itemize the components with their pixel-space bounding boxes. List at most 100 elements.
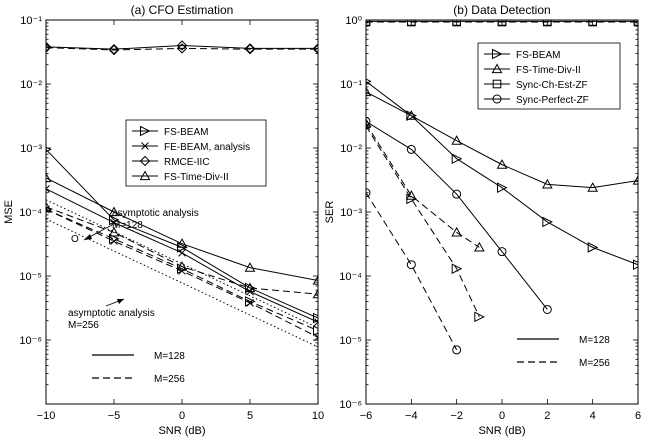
y-tick-label: 10⁻³ <box>340 207 362 219</box>
data-point-sync-ch-est-zf-m-256 <box>588 20 597 27</box>
legend-marker <box>141 142 149 150</box>
data-point-fs-time-div-ii-m-128 <box>541 178 553 189</box>
data-point-rmce-iic-m-256 <box>46 42 52 53</box>
data-point-fs-time-div-ii-m-128 <box>405 110 417 120</box>
x-tick-label: −5 <box>108 410 121 422</box>
data-point-fe-beam-analysis-m-256 <box>314 333 318 342</box>
data-point-fs-time-div-ii-m-256 <box>451 226 463 237</box>
legend-label: FS-Time-Div-II <box>164 172 229 183</box>
series-line-fs-time-div-ii-m-128 <box>366 91 638 189</box>
data-point-fs-beam-m-256 <box>245 296 256 307</box>
legend-label-m256: M=256 <box>579 358 610 369</box>
data-point-fs-time-div-ii-m-128 <box>176 238 188 248</box>
data-point-fs-time-div-ii-m-256 <box>108 226 120 237</box>
data-point-fs-time-div-ii-m-256 <box>244 282 256 293</box>
data-point-sync-perfect-zf-m-128 <box>366 116 371 126</box>
data-point-sync-perfect-zf-m-256 <box>406 260 416 270</box>
series-line-rmce-iic-m-256 <box>46 47 318 51</box>
legend-marker <box>492 79 502 89</box>
x-tick-label: 10 <box>312 410 324 422</box>
data-point-fs-time-div-ii-m-128 <box>496 159 508 169</box>
data-point-fs-time-div-ii-m-256 <box>405 190 417 200</box>
data-point-sync-ch-est-zf-m-256 <box>452 20 461 27</box>
series-line-fs-time-div-ii-m-256 <box>46 206 318 295</box>
x-axis-label: SNR (dB) <box>158 425 205 437</box>
legend-marker <box>139 170 151 181</box>
data-point-fs-time-div-ii-m-128 <box>451 135 463 145</box>
y-tick-label: 10⁻⁵ <box>339 335 362 347</box>
y-axis-label: SER <box>324 201 336 224</box>
data-point-sync-perfect-zf-m-256 <box>366 188 371 198</box>
plot-area <box>46 40 318 348</box>
data-point-rmce-iic-m-256 <box>244 43 256 55</box>
data-point-sync-perfect-zf-m-256 <box>452 345 462 355</box>
y-tick-label: 10⁻⁴ <box>339 271 362 283</box>
panel-b: 10⁻⁶ 10⁻⁵ 10⁻⁴ 10⁻³ 10⁻² 10⁻¹ 10⁰ −6 −4 −2 0 2 4 6 (b)… <box>324 3 641 437</box>
data-point-fs-beam-m-256 <box>313 325 318 336</box>
data-point-fs-time-div-ii-m-128 <box>587 182 599 192</box>
data-point-sync-perfect-zf-m-128 <box>406 144 416 154</box>
data-point-fe-beam-analysis-m-128 <box>46 184 50 193</box>
chart-title: (a) CFO Estimation <box>131 3 234 17</box>
data-point-sync-perfect-zf-m-128 <box>542 304 552 314</box>
data-point-fs-beam-m-128 <box>497 182 508 193</box>
legend-label: FS-Time-Div-II <box>516 65 581 76</box>
annotation-arrowhead <box>117 299 124 304</box>
series-line-sync-perfect-zf-m-128 <box>366 121 548 310</box>
legend-marker <box>491 63 503 74</box>
x-tick-label: 0 <box>179 410 185 422</box>
legend-label-m256: M=256 <box>154 374 185 385</box>
data-point-fs-beam-m-256 <box>451 263 463 275</box>
y-tick-label: 10⁻³ <box>20 143 42 155</box>
x-tick-label: −2 <box>450 410 463 422</box>
data-point-rmce-iic-m-256 <box>176 43 188 54</box>
x-tick-label: −10 <box>37 410 56 422</box>
legend-label-m128: M=128 <box>579 335 610 346</box>
data-point-fs-time-div-ii-m-128 <box>366 86 372 97</box>
data-point-sync-perfect-zf-m-128 <box>497 247 507 257</box>
x-tick-label: −6 <box>360 410 373 422</box>
panel-a: 10⁻⁶ 10⁻⁵ 10⁻⁴ 10⁻³ 10⁻² 10⁻¹ −10 −5 0 5 10 (a) CFO… <box>3 3 324 437</box>
legend-label-m128: M=128 <box>154 351 185 362</box>
y-tick-label: 10⁻¹ <box>340 79 362 91</box>
y-tick-label: 10⁻⁵ <box>19 271 42 283</box>
data-point-fs-beam-m-128 <box>451 153 463 165</box>
series-line-fs-time-div-ii-m-128 <box>46 177 318 282</box>
data-point-fs-time-div-ii-m-256 <box>46 201 52 212</box>
y-tick-label: 10⁻¹ <box>20 15 42 27</box>
data-point-rmce-iic-m-256 <box>108 44 120 56</box>
y-tick-label: 10⁰ <box>345 15 362 27</box>
annotation-m256: M=256 <box>68 320 99 331</box>
data-point-fs-time-div-ii-m-256 <box>473 241 485 252</box>
data-point-fe-beam-analysis-m-256 <box>246 299 254 307</box>
x-axis-label: SNR (dB) <box>478 425 525 437</box>
x-tick-label: −4 <box>405 410 418 422</box>
series-line-fs-beam-m-256 <box>46 208 318 332</box>
data-point-fe-beam-analysis-m-128 <box>178 248 186 257</box>
data-point-sync-ch-est-zf-m-256 <box>407 20 416 27</box>
data-point-fs-beam-m-128 <box>633 259 638 271</box>
data-point-rmce-iic-m-128 <box>46 41 52 53</box>
legend-marker <box>140 125 151 137</box>
data-point-sync-ch-est-zf-m-256 <box>366 20 371 27</box>
legend-label: Sync-Ch-Est-ZF <box>516 80 588 91</box>
data-point-fe-beam-analysis-m-128 <box>110 218 118 227</box>
chart-title: (b) Data Detection <box>453 3 550 17</box>
data-point-fs-time-div-ii-m-128 <box>108 206 120 217</box>
data-point-fs-time-div-ii-m-128 <box>46 172 52 183</box>
y-axis-label: MSE <box>3 200 15 224</box>
y-tick-label: 10⁻⁶ <box>339 399 362 411</box>
data-point-sync-ch-est-zf-m-256 <box>497 20 507 27</box>
annotation-o-marker: O <box>71 234 79 245</box>
data-point-rmce-iic-m-128 <box>108 43 120 55</box>
annotation-asymptotic-128: asymptotic analysis <box>112 208 199 219</box>
data-point-fe-beam-analysis-m-256 <box>110 237 118 246</box>
y-tick-label: 10⁻² <box>340 143 362 155</box>
data-point-fs-time-div-ii-m-128 <box>312 274 318 285</box>
annotation-arrowhead <box>84 234 92 240</box>
data-point-fe-beam-analysis-m-128 <box>314 318 318 327</box>
data-point-rmce-iic-m-128 <box>176 40 188 51</box>
legend-label: FS-BEAM <box>164 127 208 138</box>
legend-label: RMCE-IIC <box>164 157 210 168</box>
